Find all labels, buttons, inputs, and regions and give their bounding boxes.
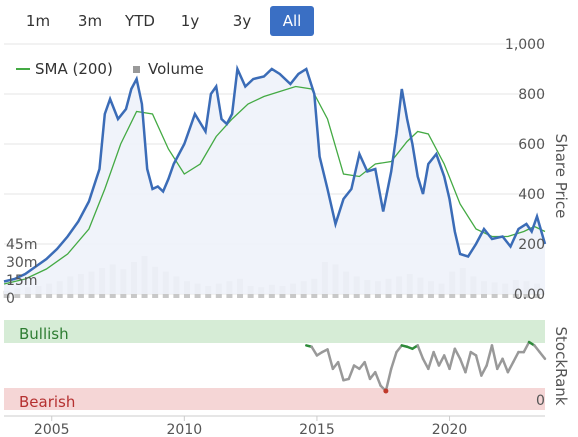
stockrank-segment xyxy=(485,344,494,367)
volume-tick-label: 15m xyxy=(6,273,37,289)
stockrank-segment xyxy=(336,360,345,382)
stockrank-segment xyxy=(480,364,488,377)
volume-tick-label: 0 xyxy=(6,291,15,307)
stockrank-bearish-point xyxy=(383,388,389,394)
range-3y-button[interactable]: 3y xyxy=(232,12,252,30)
price-tick-label: 200 xyxy=(518,237,545,253)
bearish-label: Bearish xyxy=(19,393,75,411)
stockrank-segment xyxy=(490,344,499,371)
stockrank-segment xyxy=(384,367,393,393)
stockrank-segment xyxy=(374,370,382,387)
stockrank-segment xyxy=(496,357,504,371)
stockrank-segment xyxy=(474,354,483,377)
range-selector: 1m 3m YTD 1y 3y All xyxy=(0,4,330,36)
price-axis-title: Share Price xyxy=(552,134,570,219)
price-tick-label: 400 xyxy=(518,187,545,203)
price-y-tick-labels: 0.00 200 400 600 800 1,000 xyxy=(505,37,545,303)
stockrank-lines xyxy=(305,340,547,394)
stockrank-segment xyxy=(437,354,446,367)
range-all-button[interactable]: All xyxy=(270,6,314,36)
stockrank-segment xyxy=(538,350,547,361)
stockrank-segment xyxy=(389,350,398,371)
stockrank-segment xyxy=(395,344,404,354)
bearish-band xyxy=(4,388,545,410)
bullish-label: Bullish xyxy=(19,325,69,343)
stockrank-zero-label: 0 xyxy=(536,393,545,409)
stockrank-segment xyxy=(326,348,335,371)
range-1m-button[interactable]: 1m xyxy=(25,12,51,30)
price-line xyxy=(3,64,547,283)
price-tick-label: 1,000 xyxy=(505,37,545,53)
stockrank-segment xyxy=(506,360,515,374)
bullish-band xyxy=(4,320,545,343)
stockrank-segment xyxy=(522,340,531,354)
stockrank-segment xyxy=(448,347,457,371)
volume-tick-label: 30m xyxy=(6,255,37,271)
range-ytd-button[interactable]: YTD xyxy=(125,12,155,30)
range-3m-button[interactable]: 3m xyxy=(77,12,103,30)
legend-volume-swatch xyxy=(133,66,140,73)
legend: SMA (200) Volume xyxy=(16,60,204,78)
x-tick-labels: 2005 2010 2015 2020 xyxy=(34,416,467,437)
stockrank-axis-title: StockRank xyxy=(552,327,570,406)
price-tick-label: 0.00 xyxy=(514,287,545,303)
stockrank-segment xyxy=(511,350,520,364)
x-tick-label: 2005 xyxy=(34,422,70,437)
stockrank-segment xyxy=(501,357,510,374)
stockrank-segment xyxy=(310,345,319,357)
stockrank-segment xyxy=(416,344,425,361)
sma-line xyxy=(3,85,546,285)
stockrank-segment xyxy=(453,347,462,361)
stockrank-segment xyxy=(464,350,472,374)
volume-bar xyxy=(3,290,10,298)
stockrank-segment xyxy=(432,350,441,367)
range-1y-button[interactable]: 1y xyxy=(180,12,200,30)
price-tick-label: 600 xyxy=(518,137,545,153)
price-area xyxy=(4,69,545,294)
x-tick-label: 2010 xyxy=(167,422,203,437)
stockrank-segment xyxy=(442,354,451,371)
stockrank-segment xyxy=(427,350,435,371)
stockrank-segment xyxy=(458,357,467,374)
stockrank-segment xyxy=(533,344,541,354)
x-tick-label: 2015 xyxy=(299,422,335,437)
volume-tick-labels: 0 15m 30m 45m xyxy=(6,237,37,307)
stockrank-segment xyxy=(347,364,356,381)
x-tick-label: 2020 xyxy=(432,422,468,437)
legend-volume-label: Volume xyxy=(148,60,204,78)
stockrank-segment xyxy=(421,357,430,371)
legend-sma-label: SMA (200) xyxy=(35,60,113,78)
volume-tick-label: 45m xyxy=(6,237,37,253)
price-tick-label: 800 xyxy=(518,87,545,103)
stockrank-segment xyxy=(363,360,372,381)
